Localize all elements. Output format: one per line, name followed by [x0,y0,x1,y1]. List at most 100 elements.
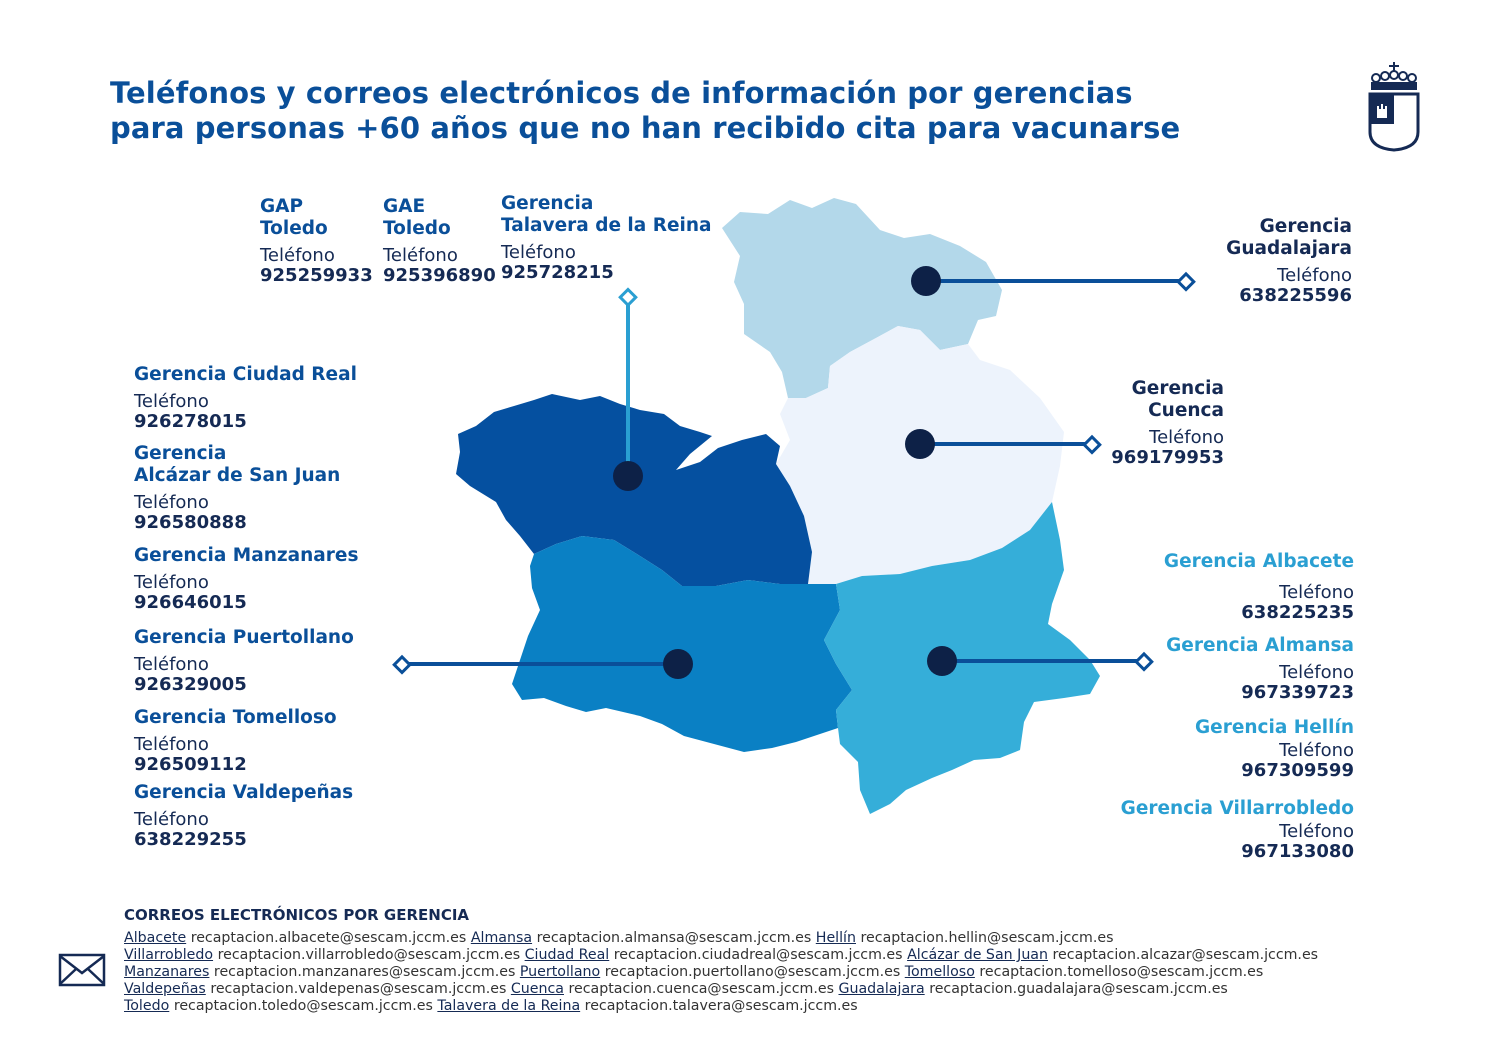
phone-label: Teléfono [134,654,209,675]
entry-name: Gerencia Puertollano [134,627,354,648]
email-gerencia-link[interactable]: Alcázar de San Juan [907,947,1048,963]
entry-almansa: Gerencia Almansa Teléfono 967339723 [1166,635,1354,703]
email-list: Albacete recaptacion.albacete@sescam.jcc… [124,930,1318,1015]
phone-label: Teléfono [260,245,335,266]
email-address: recaptacion.guadalajara@sescam.jccm.es [929,981,1228,997]
entry-guadalajara: Gerencia Guadalajara Teléfono 638225596 [1226,216,1352,306]
leader-diamond-guadalajara [1176,271,1196,292]
email-gerencia-link[interactable]: Toledo [124,998,170,1014]
leader-diamond-ciudad-real [392,654,412,675]
region-ciudad-real [512,536,852,752]
email-gerencia-link[interactable]: Hellín [815,930,856,946]
email-address: recaptacion.albacete@sescam.jccm.es [190,930,467,946]
phone-number: 967339723 [1241,682,1354,703]
entry-name: Gerencia Hellín [1194,717,1354,738]
entry-villarrobledo: Gerencia Villarrobledo Teléfono 96713308… [1121,798,1354,862]
phone-number: 967309599 [1241,760,1354,781]
entry-tomelloso: Gerencia Tomelloso Teléfono 926509112 [134,707,337,775]
entry-ciudad-real: Gerencia Ciudad Real Teléfono 926278015 [134,364,357,432]
entry-name: Gerencia [501,193,594,214]
phone-label: Teléfono [501,242,576,263]
phone-number: 967133080 [1241,841,1354,862]
phone-label: Teléfono [134,391,209,412]
email-gerencia-link[interactable]: Albacete [124,930,187,946]
phone-label: Teléfono [1279,582,1354,603]
entry-name: Gerencia Valdepeñas [134,782,354,803]
entry-name: Gerencia Tomelloso [134,707,337,728]
emails-title: CORREOS ELECTRÓNICOS POR GERENCIA [124,906,470,924]
entry-valdepenas: Gerencia Valdepeñas Teléfono 638229255 [134,782,353,850]
email-address: recaptacion.talavera@sescam.jccm.es [584,998,858,1014]
email-address: recaptacion.almansa@sescam.jccm.es [536,930,812,946]
entry-hellin: Gerencia Hellín Teléfono 967309599 [1195,717,1354,781]
email-gerencia-link[interactable]: Almansa [470,930,533,946]
leader-diamond-albacete [1134,651,1154,672]
email-gerencia-link[interactable]: Guadalajara [838,981,925,997]
entry-gae-toledo: GAE Toledo Teléfono 925396890 [383,196,496,286]
entry-name: Talavera de la Reina [501,215,712,236]
dot-ciudad-real [663,649,693,679]
region-albacete [824,502,1100,814]
entry-name: Gerencia Villarrobledo [1120,798,1354,819]
region-toledo [456,394,812,586]
email-gerencia-link[interactable]: Puertollano [519,964,601,980]
dot-cuenca [905,429,935,459]
email-address: recaptacion.hellin@sescam.jccm.es [860,930,1114,946]
mail-icon [58,953,106,987]
email-gerencia-link[interactable]: Villarrobledo [124,947,214,963]
entry-name: Guadalajara [1226,238,1352,259]
phone-number: 926278015 [134,411,247,432]
entry-name: Gerencia [1131,378,1224,399]
entry-manzanares: Gerencia Manzanares Teléfono 926646015 [134,545,358,613]
phone-number: 926646015 [134,592,247,613]
phone-number: 925396890 [383,265,496,286]
email-address: recaptacion.valdepenas@sescam.jccm.es [210,981,507,997]
phone-number: 638229255 [134,829,247,850]
email-address: recaptacion.alcazar@sescam.jccm.es [1052,947,1319,963]
phone-number: 926509112 [134,754,247,775]
entry-cuenca: Gerencia Cuenca Teléfono 969179953 [1111,378,1224,468]
entry-name: Gerencia [1259,216,1352,237]
entry-name: Gerencia Manzanares [134,545,359,566]
email-address: recaptacion.tomelloso@sescam.jccm.es [979,964,1264,980]
entry-name: Gerencia Ciudad Real [134,364,357,385]
email-line: Albacete recaptacion.albacete@sescam.jcc… [124,930,1318,947]
email-gerencia-link[interactable]: Cuenca [510,981,564,997]
phone-number: 926329005 [134,674,247,695]
phone-number: 969179953 [1111,447,1224,468]
entry-talavera: Gerencia Talavera de la Reina Teléfono 9… [501,193,711,283]
entry-name: Toledo [260,218,328,239]
dot-toledo [613,461,643,491]
email-line: Manzanares recaptacion.manzanares@sescam… [124,964,1318,981]
phone-number: 638225235 [1241,602,1354,623]
email-line: Toledo recaptacion.toledo@sescam.jccm.es… [124,998,1318,1015]
page-title: Teléfonos y correos electrónicos de info… [110,76,1180,146]
phone-number: 925259933 [260,265,373,286]
email-gerencia-link[interactable]: Ciudad Real [524,947,610,963]
email-gerencia-link[interactable]: Valdepeñas [124,981,206,997]
phone-label: Teléfono [134,809,209,830]
phone-label: Teléfono [1279,740,1354,761]
phone-label: Teléfono [1149,427,1224,448]
phone-label: Teléfono [383,245,458,266]
entry-name: Cuenca [1148,400,1224,421]
email-gerencia-link[interactable]: Manzanares [124,964,210,980]
email-address: recaptacion.villarrobledo@sescam.jccm.es [217,947,521,963]
entry-alcazar: Gerencia Alcázar de San Juan Teléfono 92… [134,443,340,533]
entry-name: Gerencia [134,443,227,464]
phone-number: 926580888 [134,512,247,533]
entry-name: GAE [383,196,426,217]
dot-guadalajara [911,266,941,296]
jccm-crest-logo [1368,62,1420,152]
email-gerencia-link[interactable]: Tomelloso [904,964,975,980]
dot-albacete [927,646,957,676]
title-line-2: para personas +60 años que no han recibi… [110,111,1181,145]
region-guadalajara [722,198,1002,398]
email-gerencia-link[interactable]: Talavera de la Reina [437,998,581,1014]
entry-gap-toledo: GAP Toledo Teléfono 925259933 [260,196,373,286]
entry-name: GAP [260,196,304,217]
phone-label: Teléfono [1279,821,1354,842]
leader-diamond-talavera [618,287,638,308]
email-address: recaptacion.manzanares@sescam.jccm.es [213,964,516,980]
